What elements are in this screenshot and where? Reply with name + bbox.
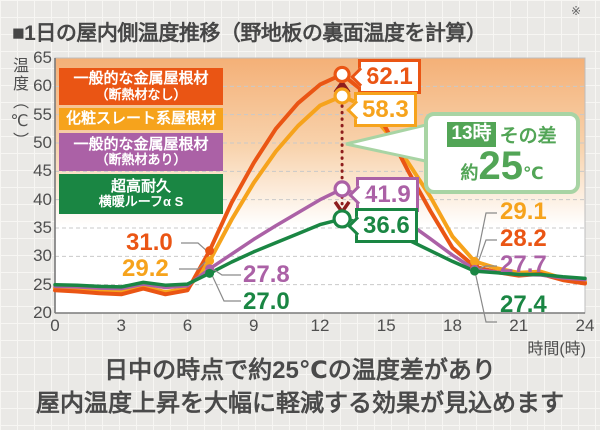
legend-sublabel: （断熱材あり） — [95, 152, 187, 168]
label-connector-line — [476, 239, 497, 267]
label-connector-line — [474, 273, 497, 323]
label-connector-line — [181, 242, 207, 252]
peak-value-no-insulation: 62.1 — [350, 59, 421, 94]
x-tick-label: 6 — [182, 316, 193, 335]
y-tick-label: 40 — [33, 189, 52, 209]
morning-value-no-insulation: 31.0 — [126, 229, 173, 256]
y-tick-label: 55 — [33, 104, 52, 124]
morning-value-insulated: 27.8 — [243, 261, 290, 288]
x-tick-label: 24 — [575, 316, 595, 335]
x-tick-label: 15 — [376, 316, 396, 335]
legend-item-slate: 化粧スレート系屋根材 — [59, 108, 223, 130]
peak-marker — [333, 65, 351, 84]
label-connector-line — [212, 276, 241, 302]
legend-label: 一般的な金属屋根材 — [73, 70, 209, 88]
y-tick-label: 35 — [33, 218, 52, 237]
evening-value-insulated: 27.7 — [500, 251, 547, 278]
x-axis-unit: 時間(時) — [527, 341, 586, 358]
legend-label: 化粧スレート系屋根材 — [65, 110, 216, 128]
peak-marker — [333, 87, 351, 105]
y-tick-label: 45 — [33, 161, 52, 181]
morning-value-yokodan: 27.0 — [243, 288, 290, 315]
caption-line-1: 日中の時点で約25℃の温度差があり — [104, 357, 496, 384]
peak-marker — [333, 180, 351, 198]
peak-value-insulated: 41.9 — [348, 177, 419, 212]
diff-callout-label: その差 — [499, 126, 557, 147]
diff-callout-unit: ℃ — [522, 164, 544, 183]
legend-item-metal-no-insulation: 一般的な金属屋根材 （断熱材なし） — [59, 68, 223, 105]
morning-marker — [205, 256, 215, 266]
morning-marker — [205, 268, 215, 278]
y-tick-label: 60 — [33, 76, 52, 96]
legend-sublabel: （断熱材なし） — [95, 86, 187, 102]
evening-value-yokodan: 27.4 — [500, 291, 547, 318]
series-line-yokodan — [53, 217, 587, 289]
legend-sublabel: 横暖ルーフα S — [98, 194, 184, 210]
legend-item-metal-insulated: 一般的な金属屋根材 （断熱材あり） — [59, 133, 223, 171]
peak-value-text: 62.1 — [366, 63, 413, 90]
morning-value-slate: 29.2 — [122, 255, 169, 282]
caption-line-2: 屋内温度上昇を大幅に軽減する効果が見込めます — [36, 390, 564, 417]
page-title: ■1日の屋内側温度推移（野地板の裏面温度を計算） — [12, 22, 487, 45]
evening-value-no-insulation: 28.2 — [500, 225, 547, 252]
legend-label: 超高耐久 — [110, 177, 171, 195]
label-connector-line — [477, 265, 497, 270]
x-tick-label: 21 — [509, 316, 529, 335]
peak-value-text: 36.6 — [363, 212, 410, 239]
y-tick-label: 25 — [33, 274, 52, 294]
evening-marker — [470, 256, 480, 266]
x-tick-label: 9 — [249, 316, 259, 335]
morning-marker — [205, 246, 215, 256]
peak-value-text: 58.3 — [362, 96, 409, 123]
peak-marker — [332, 209, 352, 229]
diff-callout-time-badge: 13時 — [447, 122, 496, 147]
peak-value-slate: 58.3 — [346, 92, 417, 127]
legend-label: 一般的な金属屋根材 — [73, 135, 209, 153]
diff-callout-value: 25 — [478, 144, 523, 188]
x-tick-label: 12 — [310, 316, 330, 335]
label-connector-line — [212, 268, 241, 276]
y-axis-unit: 温度（℃） — [10, 57, 27, 150]
y-tick-label: 20 — [33, 303, 52, 322]
y-tick-label: 30 — [33, 246, 52, 266]
legend-item-yokodan-roof: 超高耐久 横暖ルーフα S — [59, 174, 223, 214]
peak-value-yokodan: 36.6 — [347, 208, 418, 243]
x-tick-label: 18 — [443, 316, 462, 335]
evening-value-slate: 29.1 — [500, 198, 547, 225]
diff-callout: 13時 その差 約 25 ℃ — [424, 112, 580, 194]
peak-value-text: 41.9 — [364, 181, 411, 208]
label-connector-line — [475, 212, 497, 260]
y-tick-label: 50 — [33, 133, 52, 152]
x-tick-label: 3 — [116, 316, 126, 335]
x-tick-label: 0 — [50, 316, 60, 335]
footnote-mark: ※ — [571, 4, 582, 18]
y-tick-label: 65 — [33, 48, 52, 67]
diff-callout-approx: 約 — [460, 163, 479, 183]
evening-marker — [470, 266, 480, 276]
label-connector-line — [179, 260, 207, 270]
